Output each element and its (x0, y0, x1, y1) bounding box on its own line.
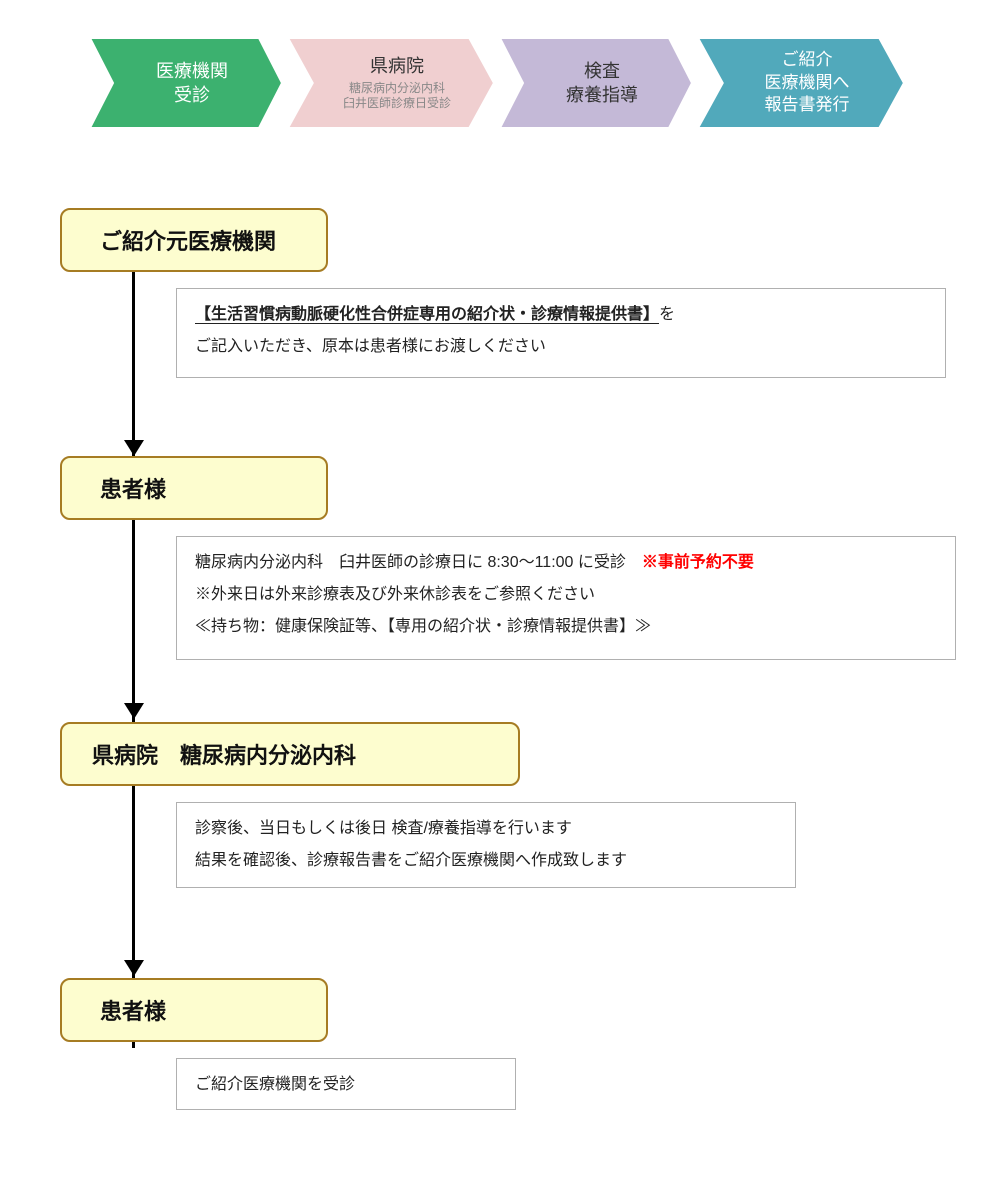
chevron-title: 医療機関 受診 (114, 59, 270, 108)
step-header-label: 県病院 糖尿病内分泌内科 (92, 738, 356, 770)
flow-arrowhead (124, 960, 144, 976)
process-chevron-row: 医療機関 受診 県病院 糖尿病内分泌内科 臼井医師診療日受診 検査 療養指導 (0, 0, 1005, 128)
step-header-referrer: ご紹介元医療機関 (60, 208, 328, 272)
chevron-step-4: ご紹介 医療機関へ 報告書発行 (698, 38, 904, 128)
step-header-label: ご紹介元医療機関 (100, 224, 276, 256)
chevron-step-3: 検査 療養指導 (500, 38, 692, 128)
step-header-patient-2: 患者様 (60, 978, 328, 1042)
chevron-title: 県病院 (312, 54, 482, 78)
step-detail-line: ≪持ち物：健康保険証等、【専用の紹介状・診療情報提供書】≫ (195, 611, 937, 643)
no-reservation-note: ※事前予約不要 (642, 554, 754, 571)
flow-arrowhead (124, 440, 144, 456)
step-detail-line: 診察後、当日もしくは後日 検査/療養指導を行います (195, 813, 777, 845)
step-detail-referrer: 【生活習慣病動脈硬化性合併症専用の紹介状・診療情報提供書】を ご記入いただき、原… (176, 288, 946, 378)
chevron-step-1: 医療機関 受診 (90, 38, 282, 128)
vertical-flow: ご紹介元医療機関 【生活習慣病動脈硬化性合併症専用の紹介状・診療情報提供書】を … (60, 208, 960, 1138)
chevron-title: ご紹介 医療機関へ 報告書発行 (722, 49, 892, 118)
step-detail-line: ※外来日は外来診療表及び外来休診表をご参照ください (195, 579, 937, 611)
step-detail-patient-1: 糖尿病内分泌内科 臼井医師の診療日に 8:30～11:00 に受診 ※事前予約不… (176, 536, 956, 660)
step-header-label: 患者様 (100, 994, 166, 1026)
step-detail-line: ご記入いただき、原本は患者様にお渡しください (195, 331, 927, 363)
chevron-title: 検査 療養指導 (524, 59, 680, 108)
step-detail-line: 糖尿病内分泌内科 臼井医師の診療日に 8:30～11:00 に受診 (195, 554, 642, 571)
chevron-step-2: 県病院 糖尿病内分泌内科 臼井医師診療日受診 (288, 38, 494, 128)
step-header-hospital: 県病院 糖尿病内分泌内科 (60, 722, 520, 786)
step-detail-hospital: 診察後、当日もしくは後日 検査/療養指導を行います 結果を確認後、診療報告書をご… (176, 802, 796, 888)
flow-arrowhead (124, 703, 144, 719)
flow-vertical-line (132, 248, 135, 1048)
step-header-patient-1: 患者様 (60, 456, 328, 520)
step-detail-line: ご紹介医療機関を受診 (195, 1069, 497, 1101)
referral-form-name: 【生活習慣病動脈硬化性合併症専用の紹介状・診療情報提供書】 (195, 306, 659, 323)
step-detail-line: 結果を確認後、診療報告書をご紹介医療機関へ作成致します (195, 845, 777, 877)
chevron-subtitle: 糖尿病内分泌内科 臼井医師診療日受診 (312, 81, 482, 112)
step-detail-patient-2: ご紹介医療機関を受診 (176, 1058, 516, 1110)
step-header-label: 患者様 (100, 472, 166, 504)
